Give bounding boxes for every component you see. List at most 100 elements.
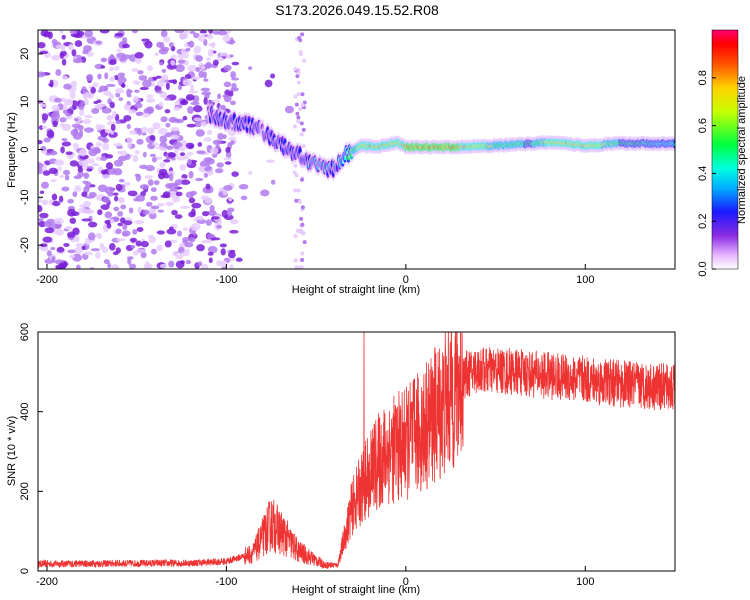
noise-speckle [142, 79, 152, 88]
noise-speckle [205, 219, 212, 226]
noise-speckle [59, 52, 64, 59]
noise-speckle [188, 197, 196, 204]
noise-speckle [149, 153, 157, 157]
noise-speckle [300, 32, 305, 37]
noise-speckle [126, 100, 131, 106]
noise-speckle [95, 40, 102, 45]
noise-speckle [128, 109, 137, 114]
noise-speckle [198, 216, 203, 221]
noise-speckle [70, 80, 78, 88]
spectrogram-y-tick-label: -10 [19, 189, 31, 205]
noise-speckle [229, 100, 236, 106]
noise-speckle [270, 73, 276, 79]
noise-speckle [238, 183, 249, 190]
noise-speckle [97, 103, 107, 108]
noise-speckle [222, 189, 228, 196]
spectrogram-x-tick-label: 100 [576, 274, 594, 286]
noise-speckle [201, 91, 212, 96]
noise-speckle [299, 121, 304, 126]
noise-speckle [59, 122, 65, 128]
noise-speckle [230, 71, 237, 79]
noise-speckle [159, 263, 168, 269]
noise-speckle [65, 225, 73, 230]
noise-speckle [136, 248, 146, 254]
noise-speckle [168, 260, 175, 268]
noise-speckle [87, 221, 98, 228]
noise-speckle [175, 254, 184, 260]
noise-speckle [155, 90, 163, 94]
noise-speckle [140, 251, 147, 259]
noise-speckle [229, 264, 234, 269]
noise-speckle [50, 247, 56, 251]
noise-speckle [101, 174, 111, 179]
noise-speckle [38, 166, 43, 175]
noise-speckle [136, 138, 144, 145]
noise-speckle [50, 179, 57, 183]
noise-speckle [187, 158, 192, 166]
snr-x-tick-label: -200 [36, 576, 58, 588]
noise-speckle [52, 200, 61, 207]
noise-speckle [82, 118, 92, 125]
noise-speckle [131, 68, 139, 72]
noise-speckle [141, 132, 147, 136]
noise-speckle [299, 216, 304, 221]
noise-speckle [139, 164, 148, 170]
noise-speckle [115, 92, 121, 98]
noise-speckle [52, 120, 58, 128]
noise-speckle [75, 243, 84, 248]
noise-speckle [301, 231, 306, 236]
noise-speckle [134, 219, 145, 225]
noise-speckle [186, 123, 197, 128]
noise-speckle [132, 154, 139, 163]
noise-speckle [169, 173, 174, 182]
noise-speckle [144, 40, 153, 49]
noise-speckle [203, 172, 209, 178]
noise-speckle [139, 184, 149, 190]
noise-speckle [87, 232, 96, 241]
noise-speckle [100, 204, 110, 211]
noise-speckle [217, 132, 224, 140]
noise-speckle [100, 169, 108, 175]
noise-speckle [61, 137, 68, 142]
noise-speckle [145, 201, 153, 207]
noise-speckle [112, 192, 119, 196]
noise-speckle [302, 100, 307, 105]
noise-speckle [293, 94, 298, 99]
noise-speckle [295, 228, 300, 233]
noise-speckle [144, 175, 153, 179]
noise-speckle [86, 73, 94, 82]
noise-speckle [284, 105, 295, 114]
noise-speckle [95, 141, 103, 147]
noise-speckle [296, 266, 301, 269]
noise-speckle [229, 37, 234, 45]
noise-speckle [38, 140, 43, 145]
noise-speckle [49, 79, 54, 88]
noise-speckle [81, 218, 92, 222]
noise-speckle [83, 172, 90, 179]
noise-speckle [104, 72, 109, 80]
noise-speckle [117, 210, 124, 217]
noise-speckle [164, 97, 171, 101]
noise-speckle [208, 257, 213, 264]
noise-speckle [145, 165, 155, 172]
noise-speckle [194, 120, 202, 128]
noise-speckle [69, 91, 76, 100]
noise-speckle [84, 208, 95, 215]
noise-speckle [54, 97, 62, 103]
noise-speckle [86, 168, 93, 172]
noise-speckle [51, 193, 58, 201]
noise-speckle [120, 204, 127, 210]
noise-speckle [158, 127, 168, 135]
snr-y-tick-label: 400 [19, 402, 31, 420]
noise-speckle [74, 40, 83, 48]
noise-speckle [67, 198, 74, 204]
noise-speckle [229, 229, 239, 234]
noise-speckle [204, 197, 212, 204]
colorbar-tick-label: 0.4 [697, 166, 709, 181]
noise-speckle [44, 227, 55, 234]
noise-speckle [170, 127, 180, 132]
noise-speckle [142, 209, 150, 215]
noise-speckle [114, 74, 119, 81]
noise-speckle [68, 254, 76, 259]
noise-speckle [81, 245, 86, 250]
